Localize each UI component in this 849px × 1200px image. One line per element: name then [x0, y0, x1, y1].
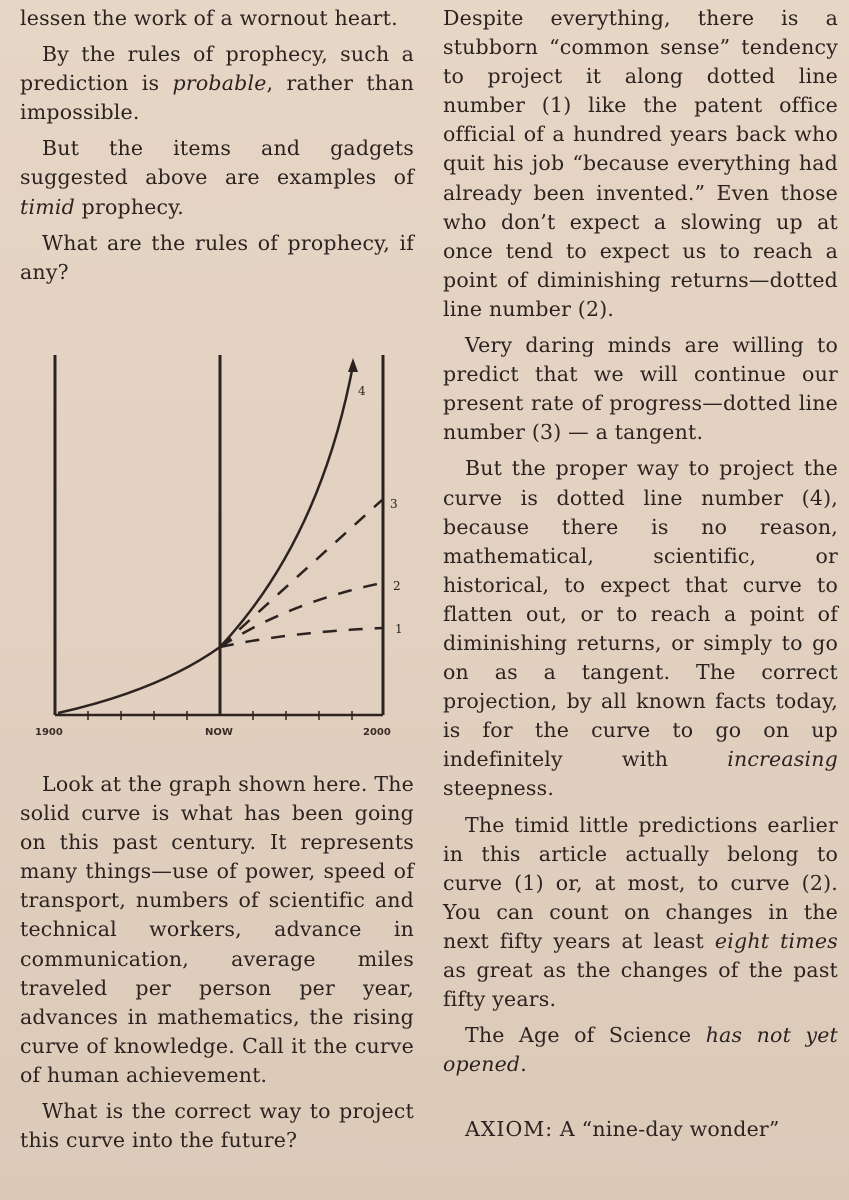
- left-paragraph-2: By the rules of prophecy, such a predict…: [20, 40, 414, 127]
- text-run: By the rules of prophecy, such a predict…: [20, 42, 414, 96]
- emphasis-text: has not yet opened: [443, 1023, 838, 1077]
- projection-line-2: [219, 581, 383, 649]
- line-label-3: 3: [390, 497, 398, 511]
- right-paragraph-3: But the proper way to project the curve …: [443, 454, 838, 803]
- left-paragraph-1: lessen the work of a wornout heart.: [20, 6, 398, 30]
- text-run: But the proper way to project the curve …: [443, 456, 838, 772]
- left-paragraph-5: Look at the graph shown here. The solid …: [20, 772, 414, 1087]
- line-label-4: 4: [358, 384, 366, 398]
- left-paragraph-6: What is the correct way to project this …: [20, 1099, 414, 1153]
- projection-graph: 4 3 2 1 1900 NOW 2000: [30, 340, 410, 750]
- right-paragraph-5: The Age of Science has not yet opened.: [443, 1021, 838, 1079]
- emphasis-text: timid: [20, 194, 75, 219]
- arrowhead: [348, 358, 358, 372]
- x-label-1900: 1900: [35, 727, 63, 738]
- left-column-lower: Look at the graph shown here. The solid …: [20, 770, 414, 1155]
- axiom-label: AXIOM:: [465, 1117, 554, 1142]
- emphasis-text: probable: [172, 71, 267, 96]
- text-run: The Age of Science: [465, 1023, 706, 1048]
- graph-svg: 4 3 2 1 1900 NOW 2000: [35, 355, 403, 738]
- historic-curve: [57, 645, 221, 715]
- text-run: steepness.: [443, 776, 555, 801]
- left-column: lessen the work of a wornout heart. By t…: [20, 4, 414, 287]
- projection-line-4: [219, 364, 355, 648]
- line-label-1: 1: [395, 622, 403, 636]
- projection-line-3: [219, 499, 383, 648]
- text-run: , rather than impossible.: [20, 71, 414, 125]
- text-run: as great as the changes of the past fift…: [443, 958, 838, 1012]
- axiom-text: A “nine-day wonder”: [553, 1117, 780, 1142]
- x-label-now: NOW: [205, 727, 233, 738]
- text-run: The timid little predictions earlier in …: [443, 812, 838, 953]
- emphasis-text: increasing: [727, 747, 838, 772]
- right-paragraph-4: The timid little predictions earlier in …: [443, 811, 838, 1015]
- right-paragraph-2: Very daring minds are willing to predict…: [443, 333, 838, 445]
- right-column: Despite everything, there is a stubborn …: [443, 4, 838, 1144]
- axiom-line: AXIOM: A “nine-day wonder”: [443, 1115, 838, 1144]
- text-run: prophecy.: [74, 194, 185, 219]
- emphasis-text: eight times: [714, 928, 838, 953]
- left-paragraph-4: What are the rules of prophecy, if any?: [20, 230, 414, 284]
- text-run: But the items and gadgets suggested abov…: [20, 136, 414, 190]
- x-axis-ticks: [87, 711, 353, 720]
- projection-line-1: [219, 626, 383, 649]
- left-paragraph-3: But the items and gadgets suggested abov…: [20, 134, 414, 221]
- x-label-2000: 2000: [363, 727, 391, 738]
- text-run: .: [520, 1052, 527, 1077]
- line-label-2: 2: [393, 579, 401, 593]
- right-paragraph-1: Despite everything, there is a stubborn …: [443, 6, 838, 321]
